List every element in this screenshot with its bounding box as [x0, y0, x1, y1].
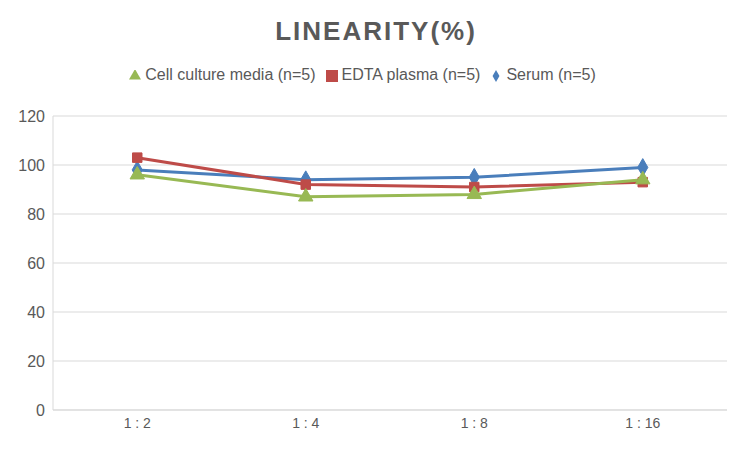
svg-text:40: 40 — [27, 304, 45, 321]
svg-text:0: 0 — [36, 402, 45, 419]
svg-text:20: 20 — [27, 353, 45, 370]
html-text:Serum (n=5): Serum (n=5) — [506, 66, 596, 83]
svg-text:80: 80 — [27, 206, 45, 223]
html-text:Cell culture media (n=5): Cell culture media (n=5) — [145, 66, 316, 83]
svg-text:1 : 16: 1 : 16 — [625, 415, 660, 431]
svg-text:60: 60 — [27, 255, 45, 272]
svg-text:1 : 4: 1 : 4 — [292, 415, 319, 431]
svg-text:120: 120 — [18, 108, 45, 125]
html-text:EDTA plasma (n=5): EDTA plasma (n=5) — [341, 66, 481, 83]
svg-text:1 : 2: 1 : 2 — [124, 415, 151, 431]
svg-text:100: 100 — [18, 157, 45, 174]
html-text:LINEARITY(%): LINEARITY(%) — [275, 16, 477, 46]
svg-text:1 : 8: 1 : 8 — [461, 415, 488, 431]
